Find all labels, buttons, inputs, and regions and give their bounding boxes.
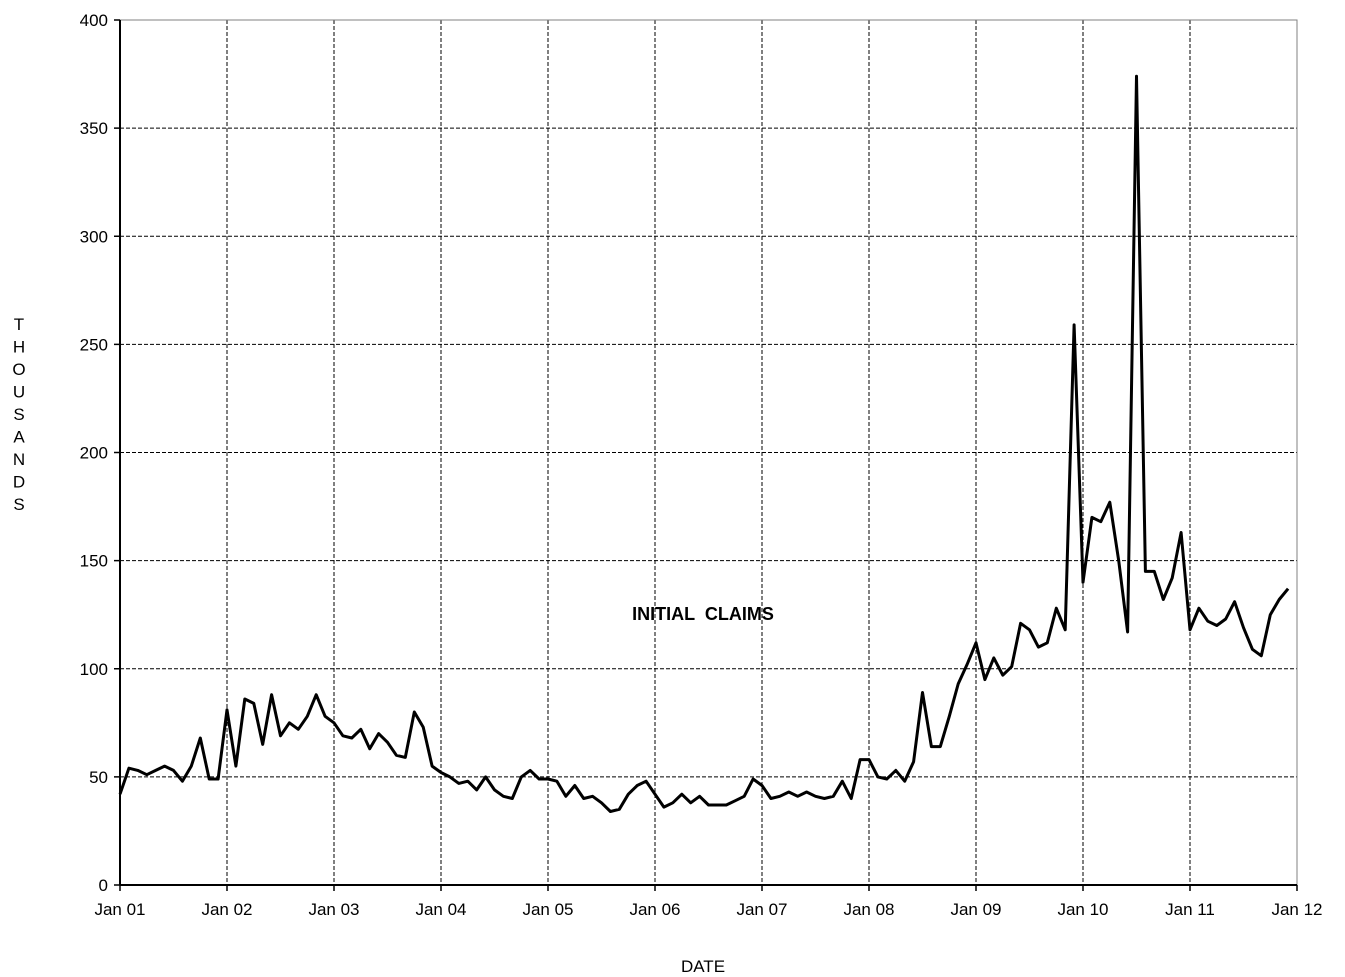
x-tick-label: Jan 03 [308, 900, 359, 919]
x-tick-label: Jan 01 [94, 900, 145, 919]
y-tick-label: 400 [80, 11, 108, 30]
y-axis-ticks: 0 50 100 150 200 250 300 350 400 [80, 11, 120, 895]
y-tick-label: 100 [80, 660, 108, 679]
x-axis-title: DATE [681, 957, 725, 976]
x-tick-label: Jan 09 [950, 900, 1001, 919]
x-tick-label: Jan 05 [522, 900, 573, 919]
y-tick-label: 250 [80, 335, 108, 354]
x-tick-label: Jan 04 [415, 900, 466, 919]
y-tick-label: 50 [89, 768, 108, 787]
annotation-initial-claims: INITIAL CLAIMS [632, 604, 774, 624]
x-tick-label: Jan 06 [629, 900, 680, 919]
y-tick-label: 150 [80, 552, 108, 571]
x-tick-label: Jan 08 [843, 900, 894, 919]
series-line-initial-claims [118, 74, 1290, 813]
x-axis-ticks: Jan 01 Jan 02 Jan 03 Jan 04 Jan 05 Jan 06 Jan … [94, 885, 1323, 919]
y-tick-label: 0 [99, 876, 108, 895]
x-tick-label: Jan 10 [1057, 900, 1108, 919]
grid-lines [120, 19, 1298, 885]
y-tick-label: 200 [80, 444, 108, 463]
x-tick-label: Jan 07 [736, 900, 787, 919]
series-group [118, 74, 1290, 813]
x-tick-label: Jan 02 [201, 900, 252, 919]
x-tick-label: Jan 12 [1271, 900, 1322, 919]
x-tick-label: Jan 11 [1165, 900, 1215, 919]
y-tick-label: 350 [80, 119, 108, 138]
y-tick-label: 300 [80, 227, 108, 246]
